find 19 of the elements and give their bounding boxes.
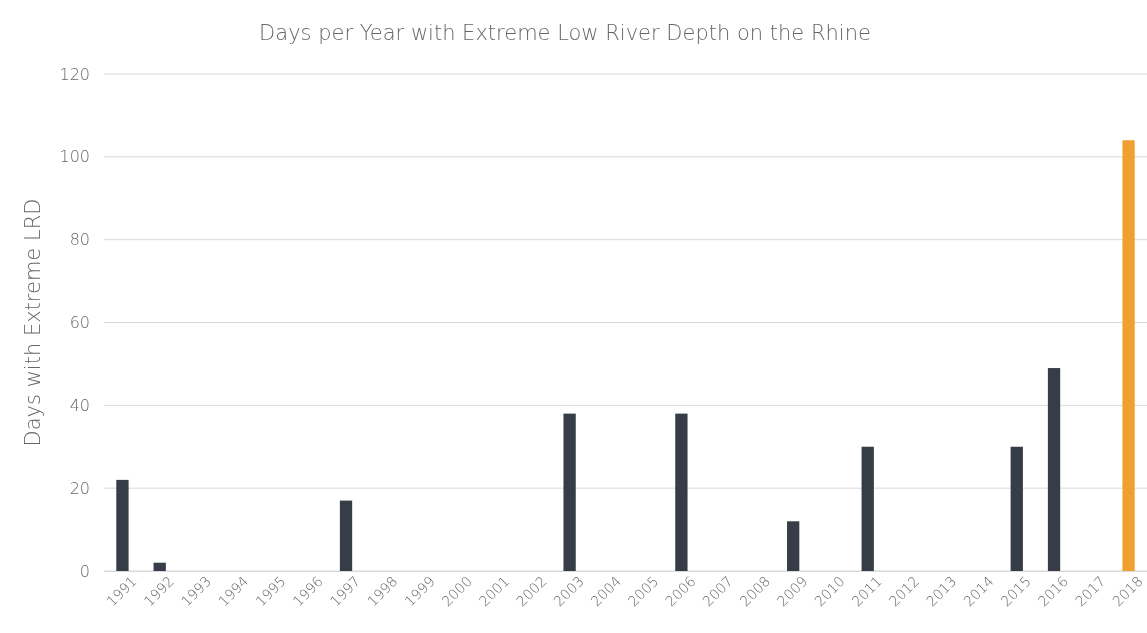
y-axis-title: Days with Extreme LRD — [21, 198, 45, 447]
bar — [861, 446, 874, 571]
bar — [339, 500, 353, 571]
y-tick-label: 60 — [69, 313, 90, 333]
bar — [675, 413, 688, 571]
y-tick-label: 0 — [79, 561, 90, 581]
bar — [787, 521, 800, 571]
bar — [563, 413, 576, 571]
bar — [1010, 446, 1023, 571]
y-tick-label: 120 — [59, 64, 90, 84]
y-tick-label: 20 — [69, 478, 90, 498]
bar — [153, 562, 166, 571]
bar — [116, 479, 129, 571]
y-tick-label: 80 — [69, 230, 90, 250]
bar — [1122, 140, 1135, 571]
y-tick-label: 100 — [59, 147, 90, 167]
bar — [1047, 368, 1061, 571]
chart-title: Days per Year with Extreme Low River Depth on the Rhine — [259, 21, 871, 45]
y-tick-label: 40 — [69, 395, 90, 415]
